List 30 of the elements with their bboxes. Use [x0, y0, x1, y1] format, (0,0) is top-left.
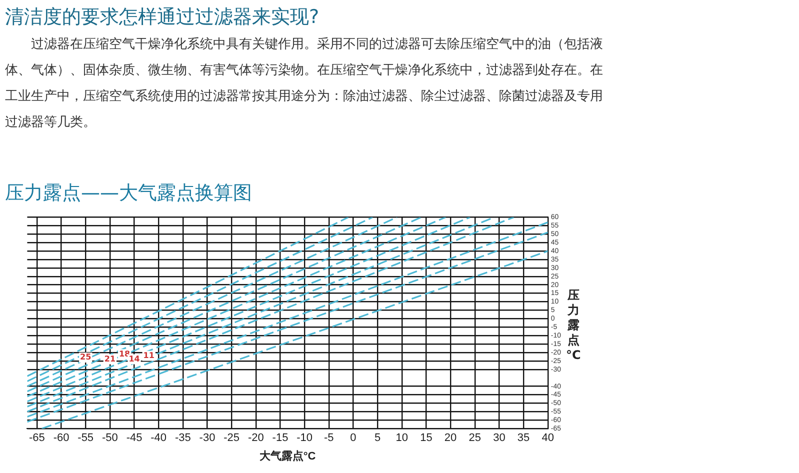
x-tick-label: -60 [53, 432, 70, 444]
x-tick-label: -55 [78, 432, 94, 444]
x-tick-label: -35 [174, 432, 191, 444]
text: 清洁度的要求怎样通过过滤器来实现? [5, 5, 320, 30]
x-tick-label: -25 [224, 432, 240, 444]
x-tick-label: 25 [468, 432, 482, 444]
text: 过滤器在压缩空气干燥净化系统中具有关键作用。采用不同的过滤器可去除压缩空气中的油（包括液体、气体）、固体杂质、微生物、有害气体等污染物。在压缩空气干燥净化系统中，过滤器到处存在。在工业生产中，压缩空气系统使用的过滤器常按其用途分为：除油过滤器、除尘过滤器、除菌过滤器及专用过滤器等几类。 [5, 36, 603, 132]
x-tick-label: -30 [199, 432, 216, 444]
x-tick-label: -5 [324, 432, 334, 444]
x-tick-label: -10 [296, 432, 313, 444]
annotation: 25 [80, 352, 92, 362]
x-tick-label: 0 [350, 432, 356, 444]
x-tick-label: -20 [248, 432, 264, 444]
x-tick-label: -50 [102, 432, 118, 444]
y-axis-title: 压力露点°C [566, 288, 581, 363]
x-tick-label: -45 [126, 432, 142, 444]
annotation: 21 [104, 354, 116, 364]
x-tick-label: -15 [272, 432, 288, 444]
x-tick-label: 5 [374, 432, 381, 444]
annotation: 14 [128, 354, 140, 364]
x-tick-label: -40 [150, 432, 167, 444]
x-tick-label: 15 [420, 432, 432, 444]
x-tick-label: 10 [396, 432, 408, 444]
x-tick-label: 30 [493, 432, 506, 444]
annotation: 11 [143, 350, 155, 360]
x-tick-label: 20 [444, 432, 457, 444]
x-axis-title: 大气露点°C [259, 449, 316, 462]
chart-title: 压力露点——大气露点换算图 [5, 181, 252, 206]
x-tick-label: 35 [517, 432, 530, 444]
x-tick-label: -65 [28, 432, 45, 444]
